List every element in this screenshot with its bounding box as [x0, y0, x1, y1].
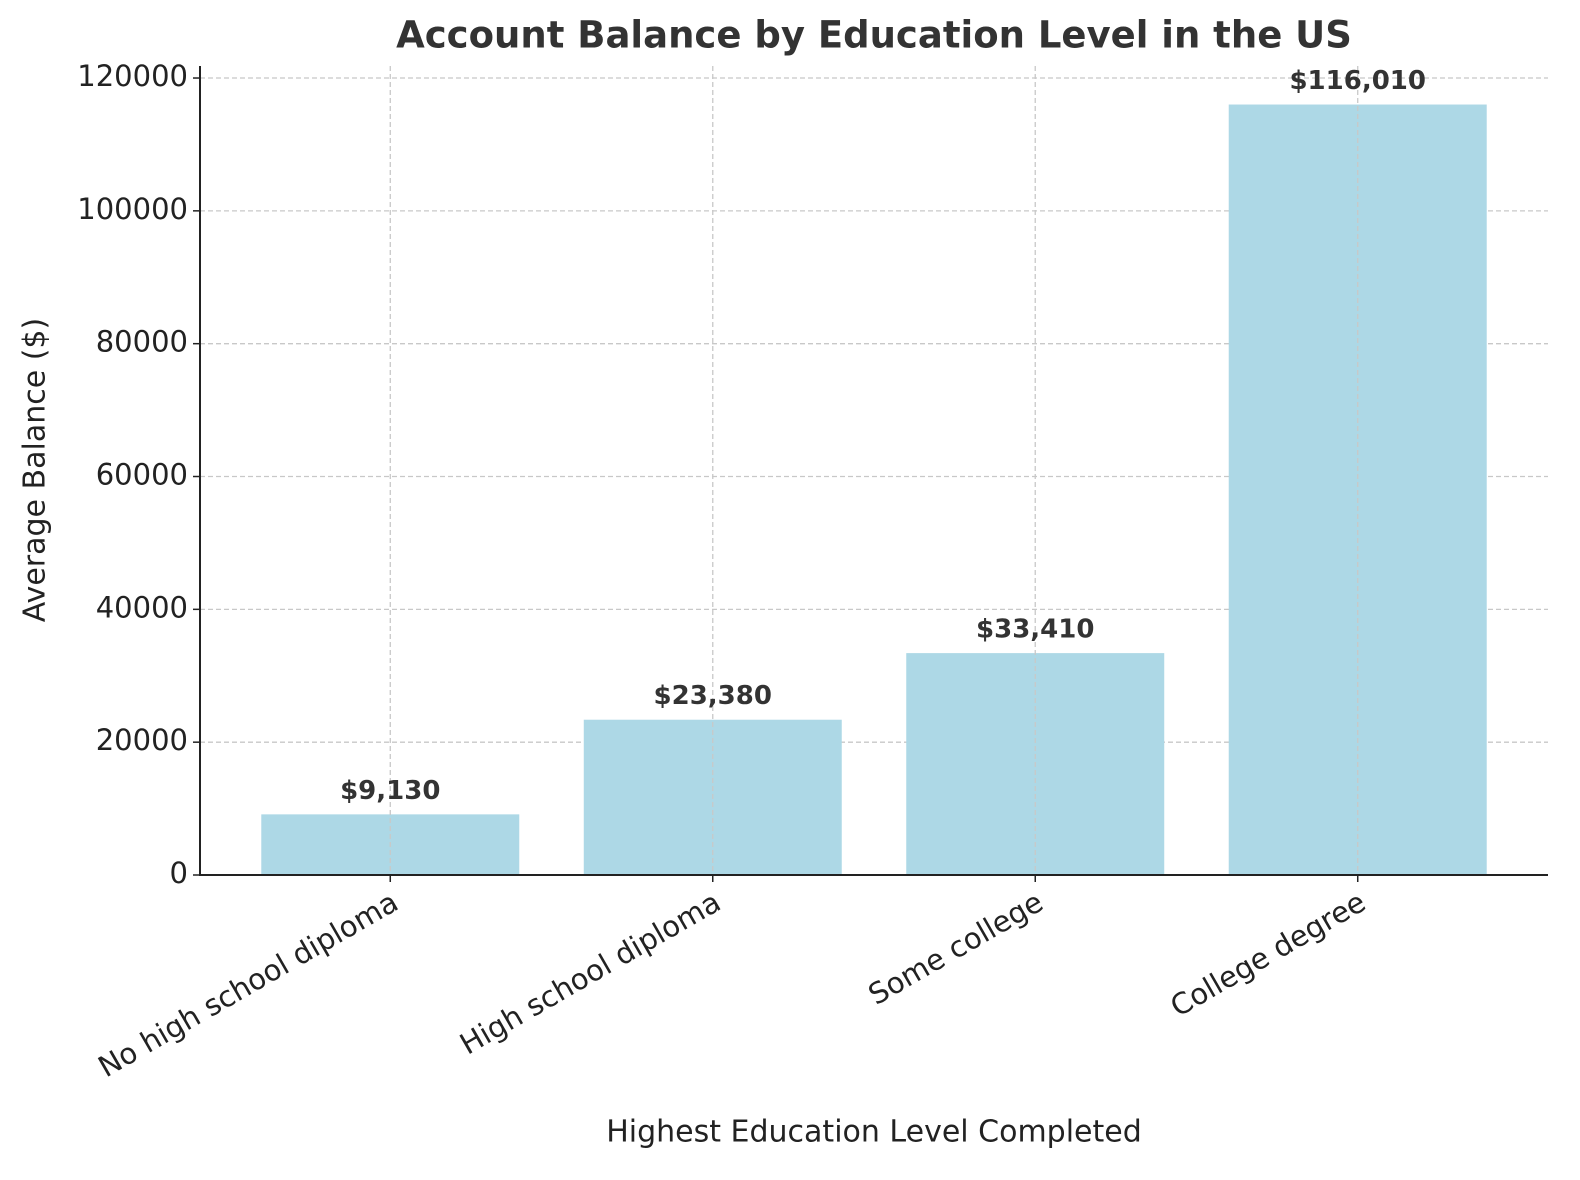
- x-axis-label: Highest Education Level Completed: [606, 1115, 1142, 1150]
- x-tick-label: College degree: [1165, 885, 1372, 1024]
- x-tick-label: High school diploma: [454, 885, 726, 1062]
- y-axis-label: Average Balance ($): [18, 318, 53, 622]
- y-tick-label: 80000: [96, 325, 188, 359]
- chart-title: Account Balance by Education Level in th…: [396, 14, 1352, 57]
- y-tick-label: 120000: [77, 59, 188, 93]
- y-tick-label: 0: [170, 856, 188, 890]
- bars: [261, 104, 1487, 876]
- x-tick-label: No high school diploma: [92, 885, 403, 1084]
- y-tick-label: 60000: [96, 458, 188, 492]
- y-tick-label: 40000: [96, 590, 188, 624]
- x-tick-label: Some college: [863, 885, 1049, 1012]
- value-label: $33,410: [976, 615, 1094, 645]
- value-label: $116,010: [1289, 66, 1426, 96]
- grid: [200, 77, 1548, 876]
- value-label: $23,380: [654, 681, 772, 711]
- y-tick-label: 100000: [77, 192, 188, 226]
- value-label: $9,130: [340, 776, 440, 806]
- y-tick-label: 20000: [96, 723, 188, 757]
